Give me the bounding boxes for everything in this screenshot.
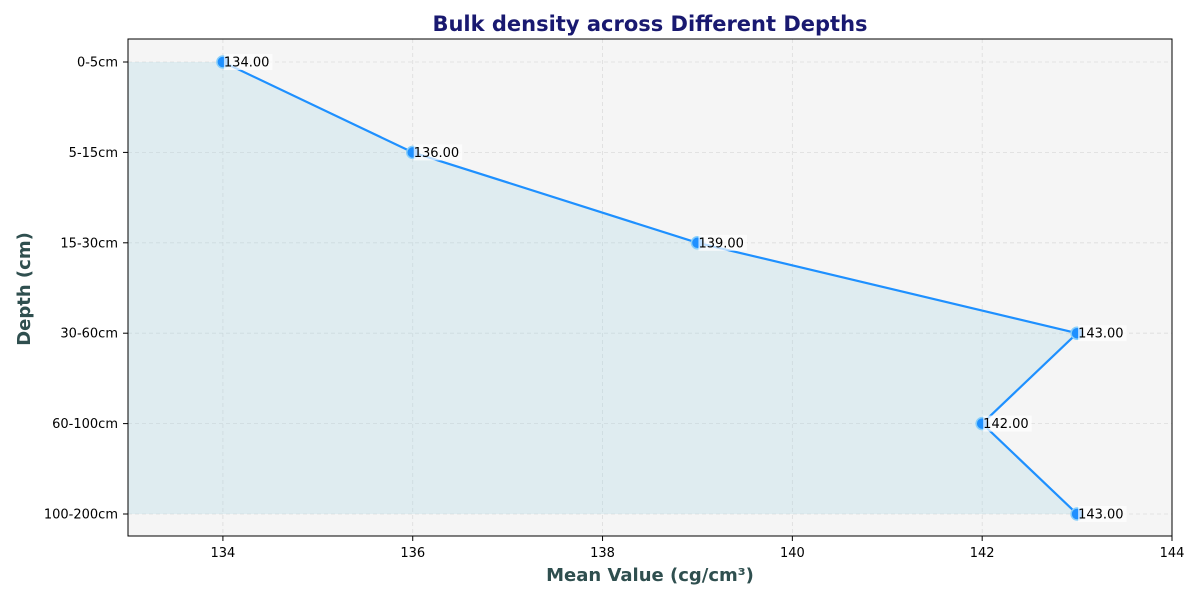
data-label-bg	[698, 234, 747, 251]
y-tick-label: 15-30cm	[60, 236, 118, 251]
x-tick-label: 142	[970, 546, 995, 561]
data-label: 136.00	[414, 146, 460, 161]
series-line	[222, 61, 1079, 515]
y-tick-label: 5-15cm	[69, 146, 118, 161]
plot-frame	[127, 38, 1173, 537]
data-label: 139.00	[698, 236, 744, 251]
y-axis-label: Depth (cm)	[14, 232, 35, 346]
data-label-bg	[1078, 506, 1127, 522]
x-tick-label: 140	[780, 546, 805, 561]
area-fill	[128, 62, 1078, 514]
data-label: 134.00	[224, 56, 270, 71]
data-label: 142.00	[983, 417, 1029, 432]
y-tick-label: 0-5cm	[77, 56, 118, 71]
data-label-bg	[223, 54, 273, 70]
data-label-bg	[413, 144, 463, 161]
x-tick-label: 136	[400, 546, 425, 561]
data-labels: 134.00 136.00 139.00 143.00 142.00 143.00	[223, 54, 1127, 523]
x-tick-label: 144	[1160, 546, 1185, 561]
x-tick-label: 138	[590, 546, 615, 561]
y-tick-label: 100-200cm	[44, 508, 118, 523]
data-label: 143.00	[1078, 508, 1124, 523]
x-tick-label: 134	[210, 546, 235, 561]
data-label: 143.00	[1078, 327, 1124, 342]
data-label-bg	[1078, 325, 1127, 342]
data-label-bg	[983, 415, 1032, 432]
x-ticks: 134 136 138 140 142 144	[210, 536, 1184, 561]
plot-area	[128, 39, 1172, 536]
y-ticks: 0-5cm 5-15cm 15-30cm 30-60cm 60-100cm 100-200…	[44, 56, 128, 523]
y-tick-label: 30-60cm	[60, 327, 118, 342]
y-tick-label: 60-100cm	[52, 417, 118, 432]
chart-title: Bulk density across Different Depths	[432, 12, 867, 36]
x-axis-label: Mean Value (cg/cm³)	[546, 565, 754, 586]
